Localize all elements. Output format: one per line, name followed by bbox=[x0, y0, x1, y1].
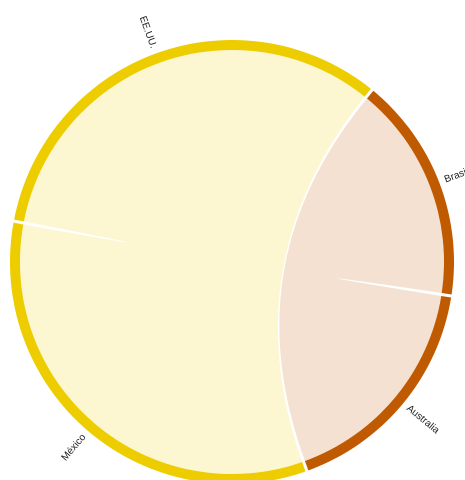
group-label: Australia bbox=[404, 403, 441, 437]
group-label: Brasil bbox=[443, 166, 465, 185]
group-arc bbox=[10, 222, 306, 480]
group-arc bbox=[366, 90, 455, 295]
group-arc bbox=[14, 40, 371, 222]
ribbon bbox=[92, 50, 365, 474]
group-label: EE.UU. bbox=[137, 15, 159, 50]
ribbons bbox=[20, 50, 444, 474]
ribbon bbox=[279, 98, 444, 462]
group-label: México bbox=[59, 432, 88, 464]
ribbon bbox=[20, 62, 185, 422]
